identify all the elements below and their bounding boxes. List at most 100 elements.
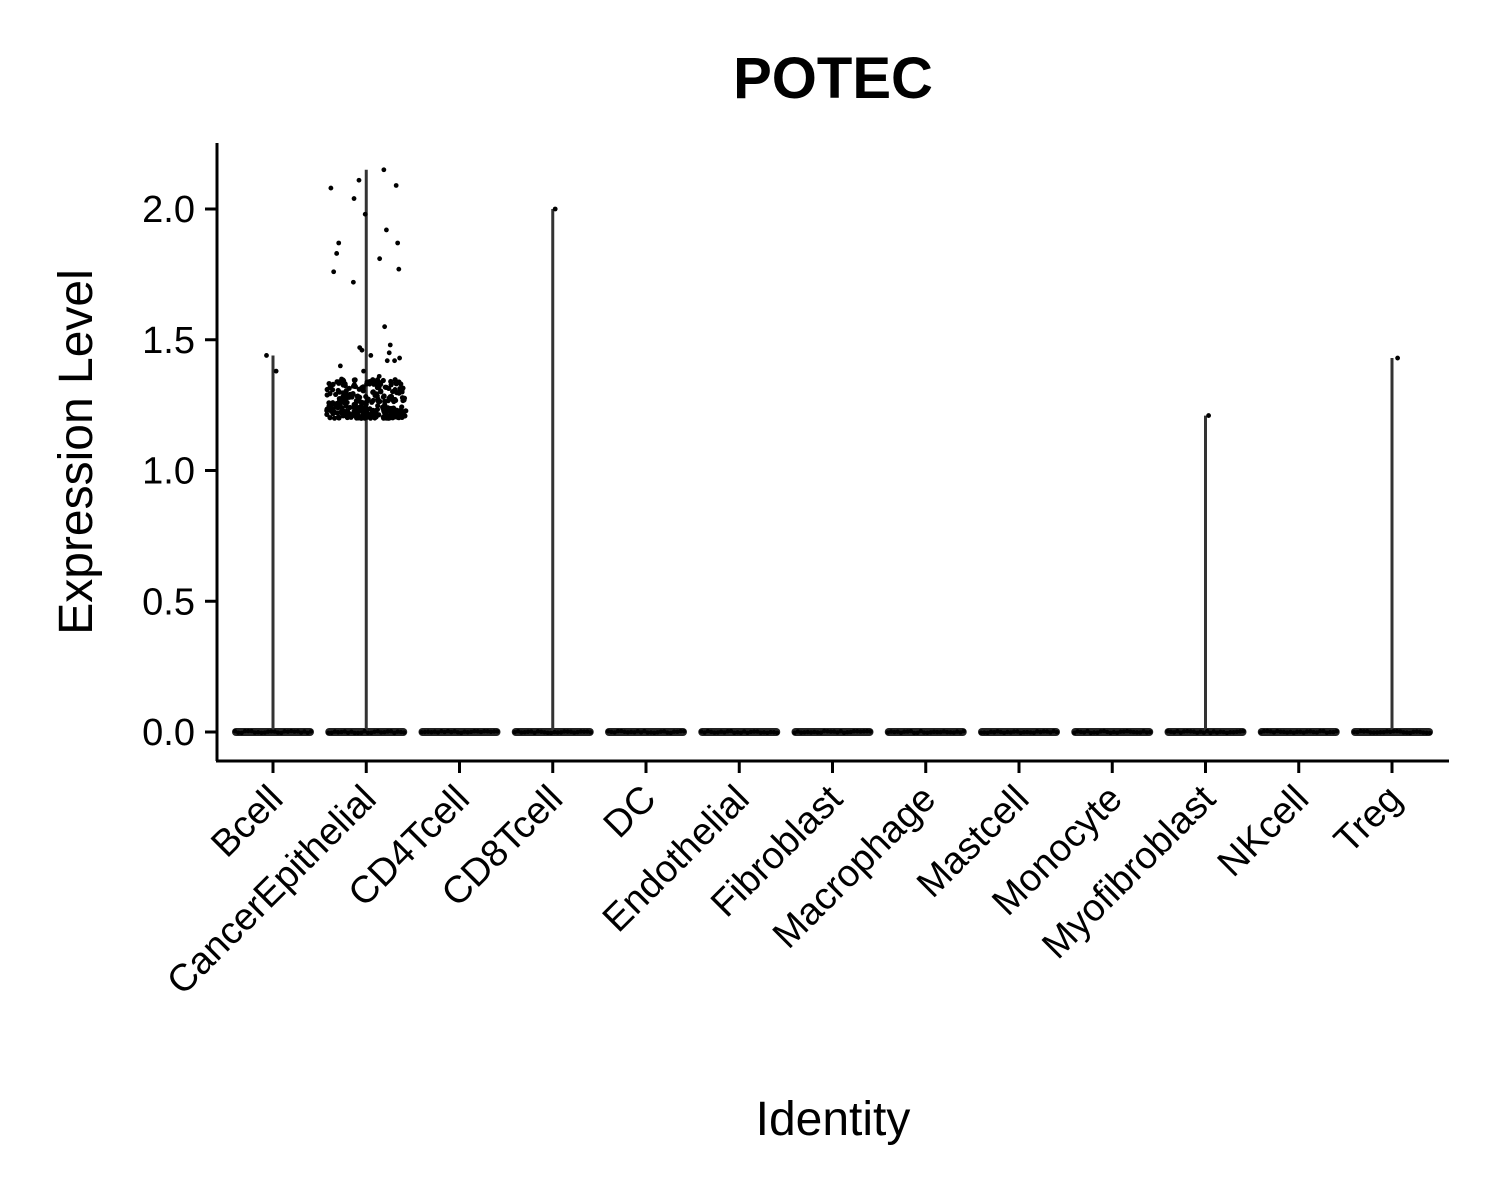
data-point [1218,729,1223,734]
violin-Myofibroblast [1164,415,1247,736]
data-point [468,729,474,735]
data-point [1005,729,1010,735]
data-point [951,730,957,735]
data-point [364,398,370,404]
data-point [578,729,584,734]
data-point [350,279,356,285]
data-point [1318,728,1323,734]
data-point [808,730,814,735]
data-point [1265,728,1270,734]
data-point [1185,728,1190,734]
data-point [648,730,654,735]
data-point [1034,729,1040,734]
data-point [1124,728,1130,734]
data-point [738,730,744,735]
data-point [915,730,920,736]
data-point [1091,730,1097,735]
data-point [272,729,277,734]
data-point [825,729,830,734]
points-Treg [1395,355,1401,361]
data-point [403,408,409,414]
data-point [1358,728,1363,734]
data-point [356,413,362,419]
data-point [305,730,310,736]
points-CancerEpithelial [324,167,409,421]
data-point [1308,729,1313,734]
data-point [928,730,933,735]
points-Bcell [264,353,279,374]
data-point [822,728,827,734]
data-point [612,730,617,735]
data-point [941,729,947,734]
data-point [961,728,966,734]
data-point [388,382,394,388]
violin-CD8Tcell [511,209,594,736]
data-point [462,729,467,734]
y-axis-title: Expression Level [50,269,103,635]
data-point [378,730,384,735]
data-point [1098,729,1103,734]
data-point [1144,730,1150,735]
data-point [358,403,364,409]
data-point [1168,729,1174,735]
data-point [354,406,360,413]
data-point [748,729,754,735]
data-point [1361,729,1367,734]
data-point [888,729,894,734]
data-point [665,730,670,735]
data-point [1304,729,1310,734]
data-point [399,387,405,394]
data-point [384,227,389,233]
data-point [828,729,834,734]
data-point [1321,728,1326,734]
data-point [568,729,574,735]
data-point [1355,729,1360,735]
data-point [265,729,271,734]
data-point [383,415,389,421]
data-point [732,730,737,735]
data-point [1374,730,1380,735]
data-point [264,353,269,358]
data-point [452,729,457,734]
data-point [478,729,484,735]
data-point [259,730,264,736]
data-point [246,728,251,734]
data-point [392,380,399,386]
plot-area [232,167,1433,736]
data-point [339,405,345,411]
data-point [1258,730,1263,735]
data-point [1281,729,1287,735]
data-point [1111,729,1117,735]
data-point [818,730,824,735]
x-tick-label: DC [596,778,665,847]
data-point [340,413,346,419]
data-point [655,730,660,735]
data-point [342,729,347,734]
data-point [798,730,804,735]
data-point [532,730,537,735]
data-point [522,729,527,735]
data-point [1261,728,1267,734]
violin-Mastcell [978,728,1060,736]
data-point [728,728,734,734]
data-point [1334,728,1339,734]
data-point [392,358,397,364]
data-point [1171,730,1177,735]
data-point [394,389,400,396]
data-point [236,730,241,735]
chart-title: POTEC [733,46,933,111]
data-point [1118,729,1123,734]
data-point [401,397,407,403]
data-point [855,729,860,734]
violin-Macrophage [884,728,967,736]
data-point [252,730,258,735]
data-point [326,730,331,736]
data-point [360,384,366,390]
data-point [339,729,344,735]
data-point [938,729,943,735]
data-point [375,403,381,409]
data-point [519,730,524,735]
data-point [1228,730,1233,735]
data-point [393,183,399,188]
